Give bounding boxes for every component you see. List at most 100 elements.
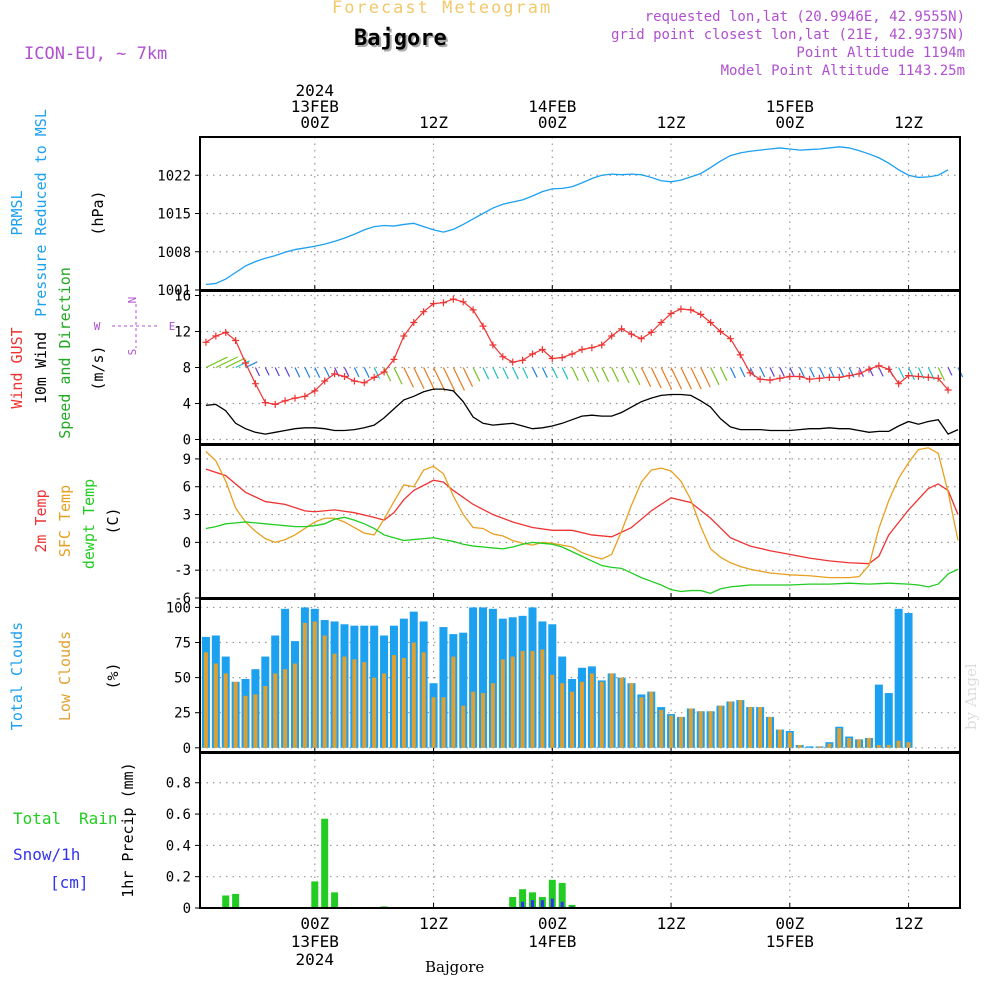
wind-gust-marker [350, 377, 358, 385]
wind-direction-label: Speed and Direction [56, 267, 74, 439]
precip-panel: 0 0.2 0.4 0.6 0.8 [166, 753, 960, 917]
temp-2m-line [205, 468, 959, 565]
clouds-panel: 0 25 50 75 100 [166, 599, 960, 757]
wind-gust-marker [726, 335, 734, 343]
wind-direction-arrow [700, 367, 711, 388]
snow-bar [521, 901, 525, 908]
time-label-bottom: 15FEB [766, 932, 814, 951]
wind-direction-arrow [205, 356, 228, 369]
low-cloud-bar [827, 743, 832, 748]
wind-gust-marker [885, 365, 893, 373]
wind-gust-marker [934, 374, 942, 382]
time-label-bottom: 00Z [775, 914, 804, 933]
wind-direction-arrow [324, 367, 330, 378]
low-cloud-bar [560, 683, 565, 748]
wind-gust-marker [380, 368, 388, 376]
low-cloud-bar [669, 715, 674, 748]
wind-gust-marker [271, 400, 279, 408]
wind-direction-arrow [621, 367, 630, 384]
y-tick-label: 0.6 [166, 807, 191, 823]
temp-2m-label: 2m Temp [32, 489, 50, 552]
wind-gust-marker [459, 298, 467, 306]
y-tick-label: 0.8 [166, 776, 191, 792]
wind-direction-arrow [680, 367, 693, 390]
precip-rain-label: Rain [79, 809, 118, 828]
low-cloud-bar [283, 669, 288, 748]
low-cloud-bar [253, 694, 258, 748]
wind-direction-arrow [719, 367, 728, 382]
total-cloud-bar [469, 607, 478, 748]
time-label-top: 12Z [419, 113, 448, 132]
low-cloud-bar [718, 705, 723, 748]
low-cloud-bar [589, 673, 594, 748]
wind-direction-arrow [838, 367, 845, 378]
pressure-unit-label: (hPa) [89, 190, 107, 235]
wind-direction-arrow [690, 367, 702, 390]
wind-direction-arrow [710, 367, 720, 386]
low-cloud-bar [708, 711, 713, 748]
wind-gust-marker [291, 394, 299, 402]
wind-gust-marker [924, 373, 932, 381]
low-cloud-bar [797, 744, 802, 748]
low-cloud-bar [243, 695, 248, 748]
wind-gust-marker [618, 325, 626, 333]
wind-gust-marker [479, 322, 487, 330]
wind-direction-arrow [423, 367, 436, 391]
compass-n: N [126, 297, 139, 304]
wind-gust-marker [360, 379, 368, 387]
wind-direction-arrow [522, 367, 529, 379]
time-label-bottom: 2024 [296, 950, 335, 969]
low-cloud-bar [352, 659, 357, 748]
wind-direction-arrow [482, 367, 490, 380]
low-cloud-bar [411, 642, 416, 748]
low-cloud-bar [362, 662, 367, 748]
total-cloud-bar [884, 693, 893, 748]
y-tick-label: 25 [174, 706, 191, 722]
wind-direction-arrow [858, 367, 865, 377]
total-cloud-bar [488, 608, 497, 748]
y-tick-label: 0.2 [166, 870, 191, 886]
wind-gust-marker [410, 319, 418, 326]
total-clouds-label: Total Clouds [8, 622, 26, 730]
point-altitude: Point Altitude 1194m [796, 45, 965, 61]
time-label-top: 2024 [296, 81, 335, 100]
low-cloud-bar [599, 681, 604, 748]
wind-direction-arrow [878, 367, 884, 377]
low-cloud-bar [263, 686, 268, 748]
rain-bar [321, 818, 329, 908]
wind-gust-marker [677, 305, 685, 313]
total-cloud-bar [479, 607, 488, 748]
wind-direction-arrow [769, 367, 775, 377]
rain-bar [519, 889, 527, 908]
wind-gust-marker [914, 373, 922, 380]
total-cloud-bar [439, 627, 448, 748]
low-cloud-bar [688, 708, 693, 748]
model-label: ICON-EU, ~ 7km [24, 44, 168, 64]
low-cloud-bar [342, 656, 347, 748]
low-cloud-bar [777, 729, 782, 748]
total-cloud-bar [459, 632, 468, 748]
low-cloud-bar [481, 693, 486, 748]
wind-speed-label: 10m Wind [32, 332, 50, 404]
wind-direction-arrow [908, 367, 916, 381]
wind-gust-marker [370, 373, 378, 381]
wind-gust-marker [568, 350, 576, 358]
snow-bar [531, 900, 534, 908]
wind-gust-marker [766, 376, 774, 384]
wind-gust-marker [548, 355, 556, 362]
precip-total-label: Total [13, 809, 61, 828]
wind-gust-marker [340, 373, 348, 380]
wind-gust-marker [667, 310, 675, 317]
low-cloud-bar [461, 705, 466, 748]
low-cloud-bar [530, 650, 535, 748]
wind-direction-arrow [225, 357, 246, 369]
low-cloud-bar [401, 657, 406, 748]
low-cloud-bar [847, 737, 852, 748]
time-label-bottom: 00Z [538, 914, 567, 933]
wind-gust-marker [855, 370, 863, 378]
cloud-unit-label: (%) [104, 662, 122, 689]
y-tick-label: 0 [183, 741, 191, 757]
wind-direction-arrow [284, 367, 291, 377]
precip-snow-unit-label: [cm] [50, 873, 89, 892]
